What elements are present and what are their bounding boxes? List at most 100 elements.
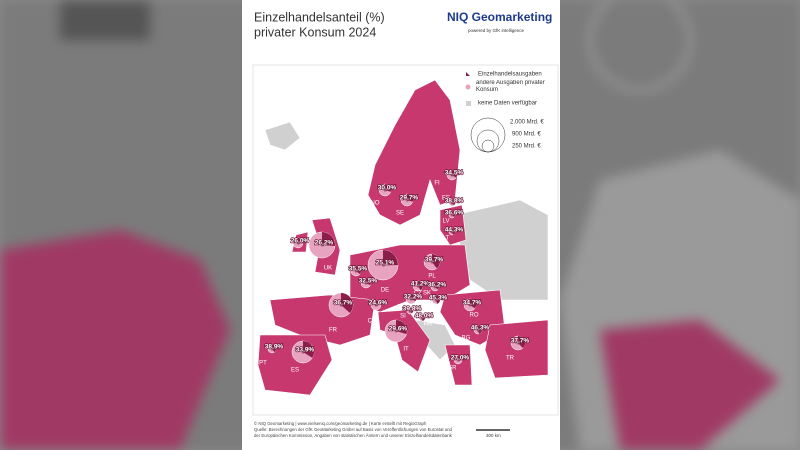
- pie-retail-share: [341, 293, 354, 314]
- subtitle: privater Konsum 2024: [254, 25, 376, 39]
- share-label: 30,0%: [378, 185, 397, 192]
- country-code: FR: [329, 328, 338, 334]
- footer: Quelle: Berechnungen der GfK GeoMarketin…: [254, 427, 453, 432]
- title: Einzelhandelsanteil (%): [254, 10, 385, 24]
- country-code: CZ: [414, 291, 422, 297]
- country-code: CH: [368, 319, 377, 325]
- pie-retail-share: [272, 345, 276, 353]
- pie-retail-share: [410, 308, 413, 314]
- pie-retail-share: [303, 341, 315, 358]
- pie-retail-share: [298, 238, 303, 244]
- country-code: EE: [442, 196, 450, 202]
- share-label: 26,2%: [315, 240, 334, 247]
- country-code: SK: [423, 291, 431, 297]
- country-code: BE: [341, 283, 349, 289]
- legend: Einzelhandelsausgaben andere Ausgaben pr…: [465, 72, 545, 153]
- pie-retail-share: [385, 184, 391, 192]
- country-code: NO: [371, 201, 380, 207]
- country-code: LT: [443, 236, 450, 242]
- share-label: 45,3%: [429, 295, 448, 302]
- legend-swatch: [465, 84, 471, 90]
- logo: NIQ Geomarketing: [447, 10, 552, 24]
- country-code: HR: [424, 322, 433, 328]
- share-label: 38,8%: [445, 198, 464, 205]
- country-code: HU: [421, 305, 430, 311]
- pie-retail-share: [452, 170, 457, 178]
- share-label: 37,7%: [511, 338, 530, 345]
- country-code: SE: [396, 211, 404, 217]
- country-code: UK: [324, 266, 332, 272]
- pie-retail-share: [518, 336, 525, 349]
- legend-label: andere Ausgaben privater Konsum: [476, 80, 545, 93]
- pie-retail-share: [407, 194, 413, 202]
- pie-retail-share: [411, 294, 417, 302]
- pie-retail-share: [396, 320, 407, 335]
- share-label: 36,2%: [428, 282, 447, 289]
- share-label: 32,5%: [359, 278, 378, 285]
- pie-retail-share: [452, 212, 455, 217]
- country-code: SI: [400, 314, 406, 320]
- share-label: 34,7%: [463, 300, 482, 307]
- size-label: 900 Mrd. €: [512, 132, 541, 138]
- pie-retail-share: [422, 315, 426, 321]
- pie-retail-share: [322, 232, 336, 246]
- country-code: PT: [259, 361, 267, 367]
- share-label: 44,3%: [445, 227, 464, 234]
- share-label: 39,8%: [403, 306, 422, 313]
- share-label: 33,9%: [296, 347, 315, 354]
- pie-retail-share: [383, 250, 399, 266]
- pie-retail-share: [458, 356, 462, 361]
- share-label: 35,5%: [349, 266, 368, 273]
- share-label: 29,6%: [389, 326, 408, 333]
- share-label: 27,0%: [451, 355, 470, 362]
- country-code: DE: [381, 288, 389, 294]
- footer: © NIQ Geomarketing | www.nielseniq.com/g…: [254, 421, 427, 426]
- country-code: TR: [506, 356, 515, 362]
- share-label: 26,0%: [291, 238, 310, 245]
- share-label: 36,7%: [334, 300, 353, 307]
- scale-label: 300 km: [486, 433, 501, 438]
- share-label: 38,9%: [265, 344, 284, 351]
- share-label: 41,2%: [411, 281, 430, 288]
- pie-retail-share: [452, 229, 455, 235]
- pie-retail-share: [470, 299, 477, 309]
- legend-swatch: [466, 72, 470, 76]
- share-label: 48,0%: [415, 313, 434, 320]
- country-code: PL: [428, 274, 436, 280]
- size-label: 2.000 Mrd. €: [510, 120, 544, 126]
- legend-label: keine Daten verfügbar: [478, 101, 537, 107]
- share-label: 29,7%: [400, 195, 419, 202]
- size-label: 250 Mrd. €: [512, 144, 541, 150]
- pie-retail-share: [418, 281, 423, 291]
- pie-retail-share: [478, 326, 482, 334]
- country-code: IE: [287, 251, 293, 257]
- country-code: NL: [340, 277, 348, 283]
- share-label: 39,7%: [425, 257, 444, 264]
- size-circle: [481, 139, 495, 153]
- country-code: GR: [448, 366, 458, 372]
- country-code: ES: [291, 368, 299, 374]
- pie-retail-share: [376, 300, 381, 305]
- footer: der Europäischen Kommission, Angaben von…: [254, 433, 453, 438]
- pie-retail-share: [356, 266, 361, 275]
- country-code: AT: [396, 305, 404, 311]
- country-code: LV: [443, 219, 450, 225]
- pie-retail-share: [366, 278, 372, 286]
- legend-swatch: [466, 101, 471, 106]
- share-label: 34,5%: [445, 170, 464, 177]
- country-code: FI: [434, 181, 440, 187]
- legend-label: Einzelhandelsausgaben: [478, 72, 542, 78]
- country-code: IT: [403, 347, 409, 353]
- share-label: 24,6%: [369, 300, 388, 307]
- share-label: 32,2%: [404, 294, 423, 301]
- pie-retail-share: [452, 200, 455, 206]
- country-code: BG: [462, 336, 471, 342]
- share-label: 25,1%: [376, 260, 395, 267]
- share-label: 36,6%: [445, 210, 464, 217]
- pie-retail-share: [435, 283, 440, 290]
- logo-sub: powered by GfK intelligence: [468, 28, 525, 33]
- country-code: RO: [470, 313, 479, 319]
